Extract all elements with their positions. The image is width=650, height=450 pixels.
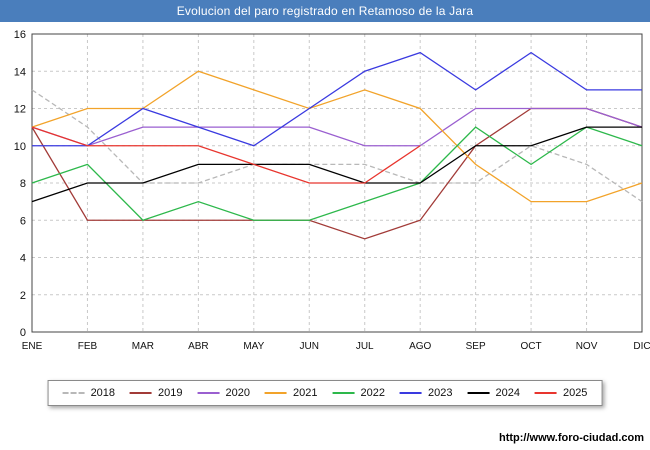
- legend-swatch-2024: [467, 392, 490, 394]
- legend-label-2020: 2020: [225, 387, 251, 399]
- y-tick-label: 8: [20, 178, 26, 190]
- line-chart-canvas: 0 2 4 6 8 10 12 14 16 ENE FEB MAR ABR MAY JUN JUL AGO SEP…: [14, 29, 650, 352]
- series-line-2018: [31, 89, 643, 203]
- series-line-2024: [31, 126, 642, 203]
- legend-item-2025: 2025: [534, 387, 588, 399]
- legend-item-2021: 2021: [265, 387, 318, 399]
- x-tick-label: ABR: [188, 341, 209, 352]
- legend-swatch-2018: [62, 392, 85, 394]
- chart-title-bar: Evolucion del paro registrado en Retamos…: [0, 0, 650, 22]
- y-tick-label: 4: [20, 253, 26, 265]
- y-tick-label: 12: [14, 104, 26, 116]
- x-tick-label: AGO: [409, 341, 431, 352]
- legend-item-2020: 2020: [197, 387, 251, 399]
- y-tick-label: 0: [20, 327, 26, 339]
- series-line-2022: [31, 126, 643, 221]
- legend-label-2018: 2018: [90, 387, 116, 399]
- legend-item-2022: 2022: [332, 387, 385, 399]
- legend-swatch-2022: [332, 392, 355, 394]
- legend-swatch-2023: [399, 392, 422, 394]
- y-tick-label: 14: [14, 66, 26, 78]
- y-tick-label: 10: [14, 141, 26, 153]
- series-line-2020: [31, 107, 643, 147]
- chart-legend: 2018 2019 2020 2021 2022 2023 2024 2025: [47, 380, 603, 406]
- x-tick-label: OCT: [521, 341, 542, 352]
- x-tick-label: DIC: [633, 341, 650, 352]
- legend-item-2019: 2019: [130, 387, 183, 399]
- y-tick-label: 16: [14, 29, 26, 41]
- x-tick-label: MAY: [243, 341, 264, 352]
- series-line-2023: [32, 51, 642, 147]
- x-tick-label: ENE: [22, 341, 43, 352]
- legend-label-2022: 2022: [360, 387, 385, 399]
- x-tick-label: JUN: [300, 341, 319, 352]
- legend-label-2024: 2024: [495, 387, 520, 399]
- legend-swatch-2021: [265, 392, 288, 394]
- y-tick-label: 2: [20, 290, 26, 302]
- x-tick-label: SEP: [466, 341, 486, 352]
- y-tick-label: 6: [20, 215, 26, 227]
- legend-label-2021: 2021: [293, 387, 318, 399]
- footer: http://www.foro-ciudad.com: [499, 432, 644, 444]
- legend-item-2023: 2023: [399, 387, 453, 399]
- legend-swatch-2020: [197, 392, 220, 394]
- x-tick-label: JUL: [356, 341, 374, 352]
- x-tick-label: FEB: [78, 341, 98, 352]
- legend-label-2023: 2023: [427, 387, 453, 399]
- series-line-2021: [31, 70, 643, 203]
- chart-area: 0 2 4 6 8 10 12 14 16 ENE FEB MAR ABR MAY JUN JUL AGO SEP…: [0, 22, 650, 370]
- legend-item-2018: 2018: [62, 387, 116, 399]
- footer-url-link[interactable]: http://www.foro-ciudad.com: [498, 432, 644, 444]
- legend-swatch-2025: [534, 392, 557, 394]
- legend-item-2024: 2024: [467, 387, 520, 399]
- series-line-2025: [31, 126, 421, 184]
- x-tick-label: MAR: [132, 341, 154, 352]
- legend-label-2019: 2019: [158, 387, 183, 399]
- legend-label-2025: 2025: [562, 387, 588, 399]
- chart-title: Evolucion del paro registrado en Retamos…: [176, 4, 474, 18]
- legend-swatch-2019: [130, 392, 153, 394]
- x-tick-label: NOV: [576, 341, 598, 352]
